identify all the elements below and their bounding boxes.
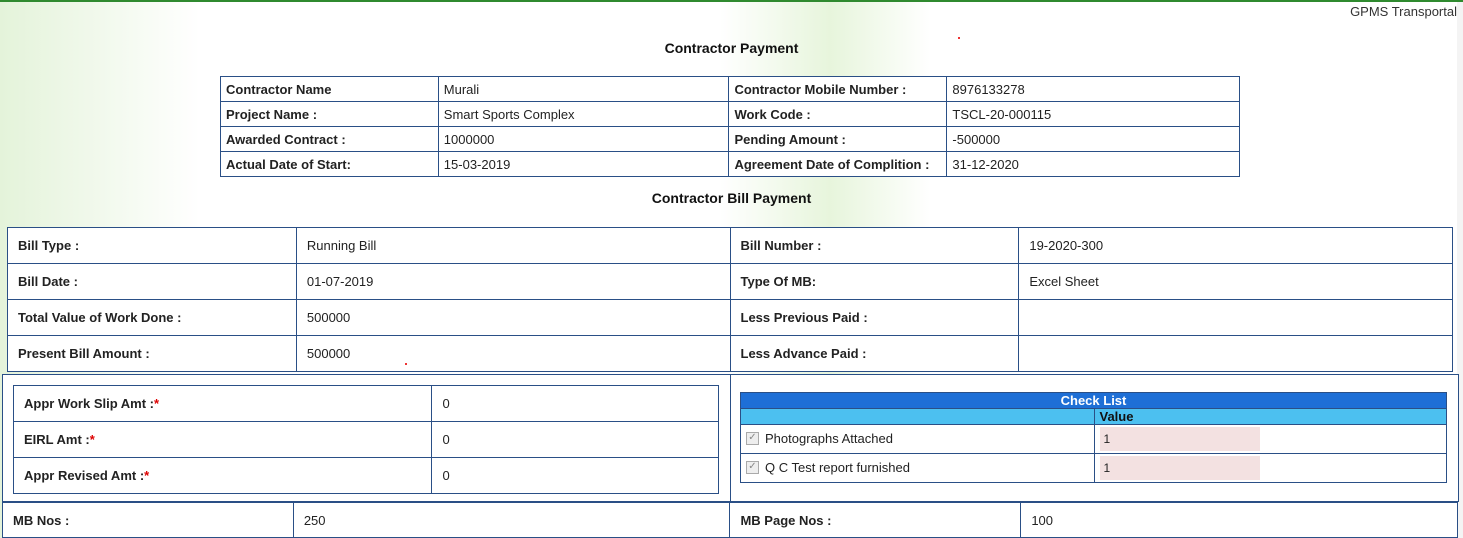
checklist-table: Check List Value ✓ Photographs Attached 1… xyxy=(740,392,1447,483)
mobile-number-label: Contractor Mobile Number : xyxy=(728,76,948,102)
table-row: EIRL Amt :* 0 xyxy=(12,421,719,458)
mb-page-nos-value: 100 xyxy=(1020,502,1458,538)
project-name-value: Smart Sports Complex xyxy=(437,101,730,127)
table-row: Awarded Contract : 1000000 Pending Amoun… xyxy=(220,126,1240,152)
work-slip-amt-value: 0 xyxy=(431,385,719,422)
table-row: Contractor Name Murali Contractor Mobile… xyxy=(220,76,1240,102)
awarded-contract-value: 1000000 xyxy=(437,126,730,152)
checklist-value-header: Value xyxy=(1093,408,1447,425)
bill-date-value: 01-07-2019 xyxy=(295,263,731,300)
bill-number-label: Bill Number : xyxy=(729,227,1020,264)
advance-paid-label: Less Advance Paid : xyxy=(729,335,1020,372)
checklist-item: ✓ Q C Test report furnished xyxy=(740,453,1095,483)
eirl-amt-value: 0 xyxy=(431,421,719,458)
pending-amount-value: -500000 xyxy=(946,126,1240,152)
present-bill-label: Present Bill Amount : xyxy=(7,335,297,372)
revised-amt-label: Appr Revised Amt :* xyxy=(12,457,433,494)
contractor-info-table: Contractor Name Murali Contractor Mobile… xyxy=(220,76,1240,177)
required-marker: * xyxy=(154,396,160,411)
table-row: Project Name : Smart Sports Complex Work… xyxy=(220,101,1240,127)
approvals-table: Appr Work Slip Amt :* 0 EIRL Amt :* 0 Ap… xyxy=(12,385,719,494)
bill-details-table: Bill Type : Running Bill Bill Number : 1… xyxy=(7,227,1453,372)
project-name-label: Project Name : xyxy=(220,101,439,127)
present-bill-value: 500000 xyxy=(295,335,731,372)
table-row: Bill Date : 01-07-2019 Type Of MB: Excel… xyxy=(7,263,1453,300)
work-code-value: TSCL-20-000115 xyxy=(946,101,1240,127)
checklist-subheader-blank xyxy=(740,408,1095,425)
checklist-value-cell: 1 xyxy=(1093,424,1447,454)
mb-nos-value: 250 xyxy=(292,502,731,538)
red-dot-marker xyxy=(958,37,960,39)
start-date-value: 15-03-2019 xyxy=(437,151,730,177)
checklist-item-label: Photographs Attached xyxy=(765,431,893,447)
required-marker: * xyxy=(144,468,150,483)
required-marker: * xyxy=(89,432,95,447)
previous-paid-label: Less Previous Paid : xyxy=(729,299,1020,336)
qc-report-value-input[interactable]: 1 xyxy=(1099,456,1260,480)
work-done-label: Total Value of Work Done : xyxy=(7,299,297,336)
table-row: Appr Revised Amt :* 0 xyxy=(12,457,719,494)
mb-type-value: Excel Sheet xyxy=(1018,263,1453,300)
checklist-header: Check List xyxy=(740,392,1447,409)
bill-number-value: 19-2020-300 xyxy=(1018,227,1453,264)
bill-type-label: Bill Type : xyxy=(7,227,297,264)
table-row: MB Nos : 250 MB Page Nos : 100 xyxy=(2,502,1458,538)
checklist-item-label: Q C Test report furnished xyxy=(765,460,910,476)
checklist-item: ✓ Photographs Attached xyxy=(740,424,1095,454)
table-row: Total Value of Work Done : 500000 Less P… xyxy=(7,299,1453,336)
work-done-value: 500000 xyxy=(295,299,731,336)
mb-page-nos-label: MB Page Nos : xyxy=(729,502,1022,538)
start-date-label: Actual Date of Start: xyxy=(220,151,439,177)
awarded-contract-label: Awarded Contract : xyxy=(220,126,439,152)
work-slip-amt-label: Appr Work Slip Amt :* xyxy=(12,385,433,422)
page-scrollbar[interactable] xyxy=(1457,2,1463,538)
table-row: Appr Work Slip Amt :* 0 xyxy=(12,385,719,422)
contractor-payment-title: Contractor Payment xyxy=(664,40,799,56)
previous-paid-value xyxy=(1018,299,1453,336)
contractor-name-value: Murali xyxy=(437,76,730,102)
completion-date-label: Agreement Date of Complition : xyxy=(728,151,948,177)
eirl-amt-label: EIRL Amt :* xyxy=(12,421,433,458)
pending-amount-label: Pending Amount : xyxy=(728,126,948,152)
completion-date-value: 31-12-2020 xyxy=(946,151,1240,177)
table-row: Actual Date of Start: 15-03-2019 Agreeme… xyxy=(220,151,1240,177)
advance-paid-value xyxy=(1018,335,1453,372)
table-row: Bill Type : Running Bill Bill Number : 1… xyxy=(7,227,1453,264)
brand-label: GPMS Transportal xyxy=(1350,4,1457,19)
bill-type-value: Running Bill xyxy=(295,227,731,264)
checkbox-qc-report[interactable]: ✓ xyxy=(746,460,759,474)
mb-nos-label: MB Nos : xyxy=(2,502,294,538)
work-code-label: Work Code : xyxy=(728,101,948,127)
bill-payment-title: Contractor Bill Payment xyxy=(651,190,812,206)
checkbox-photographs[interactable]: ✓ xyxy=(746,431,759,445)
bill-date-label: Bill Date : xyxy=(7,263,297,300)
mobile-number-value: 8976133278 xyxy=(946,76,1240,102)
mb-type-label: Type Of MB: xyxy=(729,263,1020,300)
red-dot-marker xyxy=(405,363,407,365)
checklist-value-cell: 1 xyxy=(1093,453,1447,483)
revised-amt-value: 0 xyxy=(431,457,719,494)
mb-details-table: MB Nos : 250 MB Page Nos : 100 xyxy=(2,502,1458,538)
table-row: Present Bill Amount : 500000 Less Advanc… xyxy=(7,335,1453,372)
contractor-name-label: Contractor Name xyxy=(220,76,439,102)
table-row: ✓ Photographs Attached 1 xyxy=(740,424,1447,454)
table-row: ✓ Q C Test report furnished 1 xyxy=(740,453,1447,483)
photographs-value-input[interactable]: 1 xyxy=(1099,427,1260,451)
